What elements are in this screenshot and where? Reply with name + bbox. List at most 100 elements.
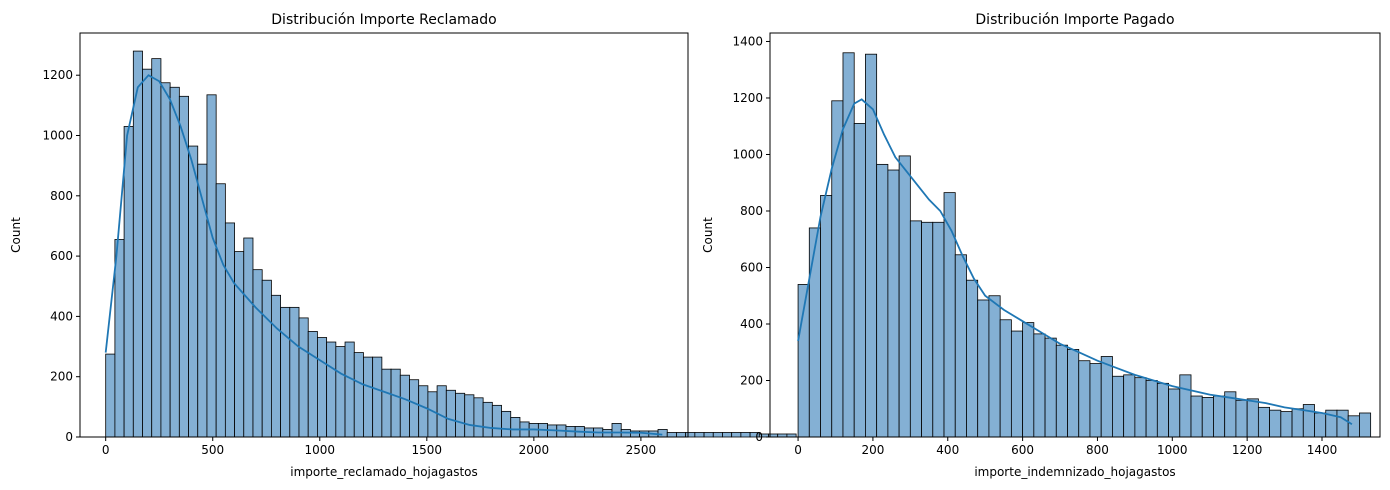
y-tick-label: 800	[740, 204, 763, 218]
histogram-bar	[142, 68, 153, 438]
histogram-bar	[510, 416, 521, 438]
histogram-bar	[224, 222, 235, 438]
x-axis-label: importe_reclamado_hojagastos	[290, 465, 478, 479]
histogram-bar	[1033, 333, 1046, 438]
histogram-bar	[921, 221, 934, 438]
histogram-bar	[482, 401, 493, 438]
histogram-bar	[197, 163, 208, 438]
y-axis-label: Count	[9, 217, 23, 253]
histogram-bar	[455, 392, 466, 438]
histogram-bar	[280, 306, 291, 438]
histogram-bar	[876, 163, 889, 438]
histogram-bar	[353, 352, 364, 438]
x-tick-label: 1500	[412, 443, 443, 457]
histogram-bar	[932, 221, 945, 438]
histogram-bar	[114, 239, 125, 438]
histogram-bar	[234, 251, 245, 438]
histogram-bar	[1123, 374, 1136, 438]
histogram-bar	[1134, 377, 1147, 438]
x-tick-label: 1000	[305, 443, 336, 457]
histogram-bar	[865, 53, 878, 438]
histogram-bar	[657, 429, 668, 438]
x-tick-label: 1000	[1157, 443, 1188, 457]
histogram-bar	[1359, 412, 1372, 438]
histogram-bar	[611, 423, 622, 438]
histogram-bar	[1022, 322, 1035, 438]
histogram-bar	[1145, 380, 1158, 438]
histogram-bar	[988, 295, 1001, 438]
histogram-bar	[1269, 409, 1282, 438]
histogram-bar	[977, 299, 990, 438]
histogram-bar	[169, 86, 180, 438]
histogram-bar	[740, 432, 751, 438]
histogram-bar	[1190, 395, 1203, 438]
histogram-bar	[1112, 375, 1125, 438]
x-tick-label: 1400	[1307, 443, 1338, 457]
histogram-bar	[363, 356, 374, 438]
y-axis-label: Count	[701, 217, 715, 253]
histogram-bar	[326, 341, 337, 438]
histogram-bar	[1314, 412, 1327, 438]
histogram-bar	[703, 432, 714, 438]
kde-line	[104, 74, 663, 436]
histogram-bar	[1078, 360, 1091, 438]
histogram-bar	[685, 432, 696, 438]
histogram-bar	[399, 374, 410, 438]
histogram-bar	[188, 145, 199, 438]
x-tick-label: 600	[1011, 443, 1034, 457]
histogram-bar	[1089, 363, 1102, 438]
histogram-bar	[160, 82, 171, 438]
histogram-bar	[1235, 399, 1248, 438]
x-axis-label: importe_indemnizado_hojagastos	[974, 465, 1175, 479]
histogram-bar	[731, 432, 742, 438]
histogram-bar	[335, 346, 346, 438]
histogram-bar	[694, 432, 705, 438]
chart-panel-reclamado: 0 500 1000 1500 2000 250002004006008001000120…	[9, 12, 797, 479]
histogram-bar	[909, 220, 922, 438]
histogram-bar	[712, 432, 723, 438]
y-tick-label: 1000	[732, 147, 763, 161]
kde-line	[797, 98, 1353, 426]
x-tick-label: 2000	[519, 443, 550, 457]
histogram-bar	[666, 432, 677, 438]
histogram-bar	[409, 379, 420, 438]
histogram-plot-area: 0 200 400 600 800 1000 1200 1400 0 200 400 600 800 10…	[732, 34, 1372, 457]
histogram-bar	[464, 394, 475, 438]
histogram-bar	[491, 404, 502, 438]
histogram-bar	[132, 50, 143, 438]
histogram-bar	[473, 397, 484, 438]
histogram-bar	[1302, 404, 1315, 438]
histogram-bar	[289, 306, 300, 438]
histogram-bar	[1156, 382, 1169, 438]
histogram-bar	[418, 385, 429, 438]
histogram-bar	[1055, 344, 1068, 438]
histogram-bar	[501, 410, 512, 438]
y-tick-label: 0	[755, 430, 763, 444]
histogram-bar	[317, 337, 328, 438]
histogram-bar	[999, 319, 1012, 438]
histogram-bar	[1257, 406, 1270, 438]
histogram-bar	[436, 385, 447, 438]
histogram-bar	[390, 368, 401, 438]
histogram-bar	[842, 52, 855, 438]
y-tick-label: 1000	[42, 129, 73, 143]
histogram-bar	[206, 94, 217, 438]
histogram-bar	[105, 353, 116, 438]
histogram-bar	[1179, 374, 1192, 438]
x-tick-label: 200	[861, 443, 884, 457]
y-tick-label: 0	[65, 430, 73, 444]
x-tick-label: 0	[102, 443, 110, 457]
x-tick-label: 500	[201, 443, 224, 457]
histogram-bar	[898, 155, 911, 438]
histogram-bar	[252, 269, 263, 438]
histogram-bar	[1044, 337, 1057, 438]
histogram-bar	[1336, 409, 1349, 438]
y-tick-label: 800	[50, 189, 73, 203]
histogram-bar	[298, 317, 309, 438]
y-tick-label: 400	[50, 309, 73, 323]
histogram-bar	[1168, 388, 1181, 438]
histogram-bar	[270, 294, 282, 438]
histogram-bar	[722, 432, 733, 438]
histogram-bar	[1291, 408, 1304, 438]
